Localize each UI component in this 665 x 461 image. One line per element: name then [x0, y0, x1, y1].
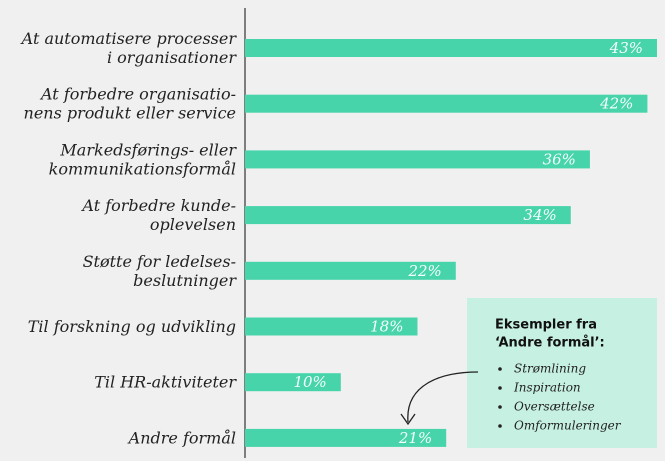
annotation-title: Eksempler fra: [495, 318, 597, 333]
category-label: Støtte for ledelses-: [83, 252, 236, 271]
value-label: 36%: [543, 150, 576, 168]
category-label: At forbedre kunde-: [80, 196, 236, 215]
category-label: Markedsførings- eller: [59, 140, 237, 159]
category-label: nens produkt eller service: [24, 104, 236, 123]
bullet: [498, 367, 502, 371]
annotation-item: Oversættelse: [514, 400, 595, 414]
category-label: Til forskning og udvikling: [28, 317, 236, 336]
annotation-box: [467, 298, 657, 448]
bar: [245, 206, 571, 225]
bar: [245, 428, 447, 447]
category-label: At forbedre organisatio-: [39, 85, 236, 104]
value-label: 43%: [609, 39, 643, 57]
category-label: Til HR-aktiviteter: [94, 373, 237, 392]
bar: [245, 373, 341, 392]
bar: [245, 150, 590, 169]
value-label: 18%: [370, 318, 403, 336]
bullet: [498, 386, 502, 390]
value-label: 42%: [599, 95, 633, 113]
category-label: i organisationer: [107, 48, 237, 67]
value-label: 34%: [523, 206, 556, 224]
annotation-item: Strømlining: [514, 362, 586, 376]
value-label: 10%: [293, 373, 326, 391]
value-label: 21%: [398, 429, 432, 447]
category-label: beslutninger: [133, 271, 237, 290]
bar: [245, 317, 418, 336]
category-label: At automatisere processer: [20, 29, 238, 48]
annotation-arrowhead: [400, 413, 416, 426]
value-label: 22%: [407, 262, 441, 280]
category-label: Andre formål: [127, 428, 236, 447]
bar: [245, 94, 648, 113]
annotation-title: ‘Andre formål’:: [495, 336, 605, 351]
bullet: [498, 424, 502, 428]
annotation-item: Inspiration: [513, 381, 581, 395]
annotation-item: Omformuleringer: [514, 419, 622, 433]
annotation-arrow: [407, 371, 479, 423]
category-label: kommunikationsformål: [49, 159, 236, 178]
bullet: [498, 405, 502, 409]
bar: [245, 39, 657, 57]
bar: [245, 261, 456, 280]
category-label: oplevelsen: [150, 215, 236, 234]
